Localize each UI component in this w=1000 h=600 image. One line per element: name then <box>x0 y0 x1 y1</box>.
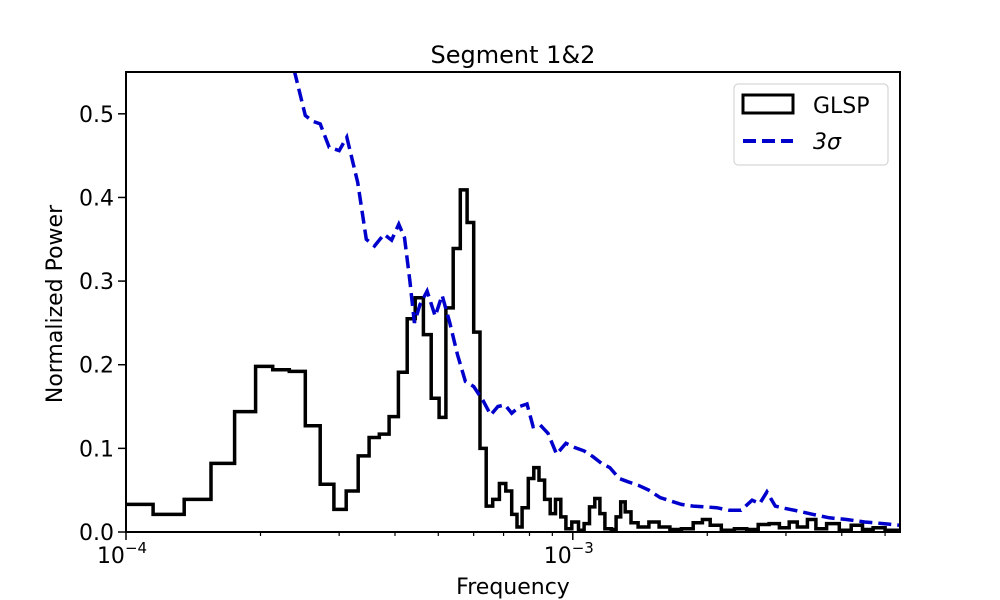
y-tick-label: 0.1 <box>79 437 114 462</box>
legend-box <box>733 83 889 166</box>
legend-label-glsp: GLSP <box>813 94 870 119</box>
y-tick-label: 0.5 <box>79 103 114 128</box>
y-axis: 0.0 0.1 0.2 0.3 0.4 0.5 <box>79 103 126 546</box>
x-axis-label: Frequency <box>456 575 570 600</box>
legend-swatch-glsp <box>741 93 795 115</box>
x-tick-label: 10−4 <box>97 539 147 569</box>
y-tick-label: 0.0 <box>79 521 114 546</box>
series-layer <box>126 72 900 532</box>
series-line-3sigma <box>292 72 900 528</box>
y-tick-label: 0.2 <box>79 354 114 379</box>
y-tick-label: 0.4 <box>79 186 114 211</box>
x-tick-label: 10−3 <box>544 539 594 569</box>
x-axis: 10−4 10−3 <box>97 532 886 569</box>
legend-label-3sigma: 3σ <box>813 130 842 155</box>
chart-title: Segment 1&2 <box>431 41 596 69</box>
y-axis-label: Normalized Power <box>43 204 68 403</box>
series-line-glsp <box>126 188 900 532</box>
plot-frame <box>125 71 901 533</box>
y-tick-label: 0.3 <box>79 270 114 295</box>
legend: GLSP 3σ <box>733 83 889 166</box>
